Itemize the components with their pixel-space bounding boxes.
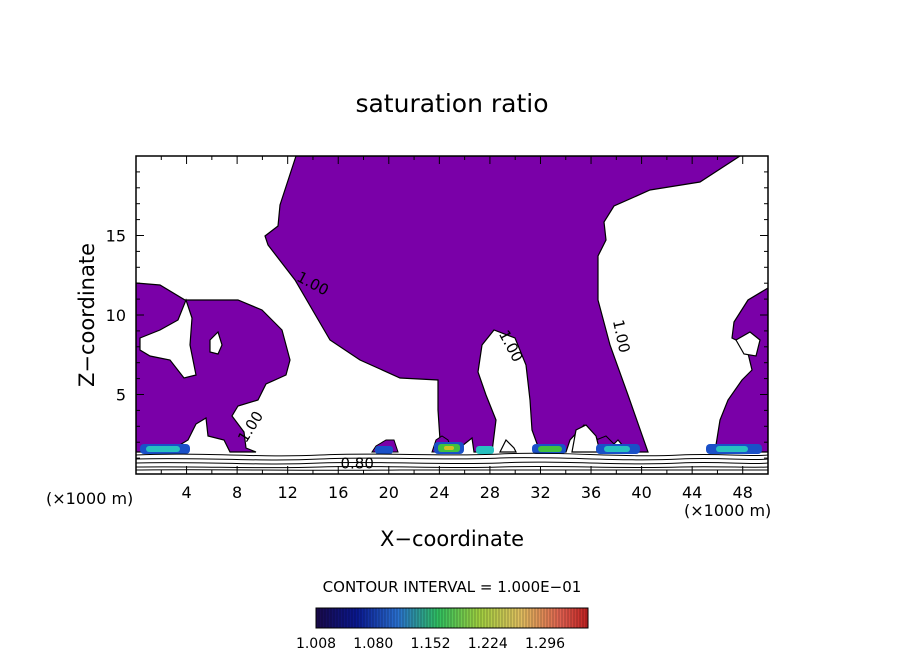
- colorbar-tick-label: 1.080: [353, 636, 393, 652]
- x-tick-label: 40: [631, 483, 651, 502]
- x-tick-label: 12: [278, 483, 298, 502]
- contour-interval-text: CONTOUR INTERVAL = 1.000E−01: [323, 578, 582, 596]
- colorbar-tick-label: 1.008: [296, 636, 336, 652]
- y-axis-ticks: 5 10 15: [106, 171, 768, 459]
- subsaturated-hole: [139, 298, 197, 379]
- x-tick-label: 24: [429, 483, 449, 502]
- y-tick-label: 10: [106, 306, 126, 325]
- y-unit-label: (×1000 m): [46, 489, 133, 508]
- colorbar-tick-label: 1.224: [468, 636, 508, 652]
- colorbar-stripes: [318, 608, 587, 628]
- plot-content: 1.001.00 1.001.000.80: [136, 156, 768, 472]
- x-axis-ticks: 4 8 12 16 20 24 28 32 36 40 44 48: [160, 156, 753, 502]
- subsaturated-hole: [209, 330, 223, 355]
- colorbar-tick-label: 1.152: [410, 636, 450, 652]
- subsaturated-hole: [735, 331, 761, 357]
- chart-title: saturation ratio: [355, 89, 548, 118]
- y-tick-label: 15: [106, 227, 126, 246]
- x-tick-label: 8: [232, 483, 242, 502]
- subsaturated-hole: [571, 424, 601, 453]
- x-tick-label: 48: [733, 483, 753, 502]
- subsaturated-hole: [499, 438, 517, 453]
- supersaturated-region-left: [136, 282, 291, 453]
- supersaturated-region-right: [710, 287, 768, 453]
- colorbar-tick-label: 1.296: [525, 636, 565, 652]
- x-tick-label: 4: [181, 483, 191, 502]
- contour-label: 1.00: [609, 318, 634, 354]
- contour-label: 1.00: [234, 408, 267, 446]
- x-unit-label: (×1000 m): [684, 501, 771, 520]
- x-tick-label: 44: [682, 483, 702, 502]
- y-axis-label: Z−coordinate: [75, 243, 99, 387]
- supersaturated-region-main: [264, 156, 742, 453]
- high-saturation-bands: [140, 442, 762, 454]
- contour-label: 0.80: [340, 454, 373, 472]
- x-axis-label: X−coordinate: [380, 527, 524, 551]
- x-tick-label: 32: [530, 483, 550, 502]
- colorbar-gradient: [315, 607, 589, 629]
- x-tick-label: 20: [379, 483, 399, 502]
- y-tick-label: 5: [116, 386, 126, 405]
- x-tick-label: 16: [328, 483, 348, 502]
- x-tick-label: 28: [480, 483, 500, 502]
- surface-contour-lines: [136, 452, 768, 471]
- colorbar-tick-labels: 1.008 1.080 1.152 1.224 1.296: [296, 636, 565, 652]
- colorbar: 1.008 1.080 1.152 1.224 1.296: [296, 607, 589, 652]
- x-tick-label: 36: [581, 483, 601, 502]
